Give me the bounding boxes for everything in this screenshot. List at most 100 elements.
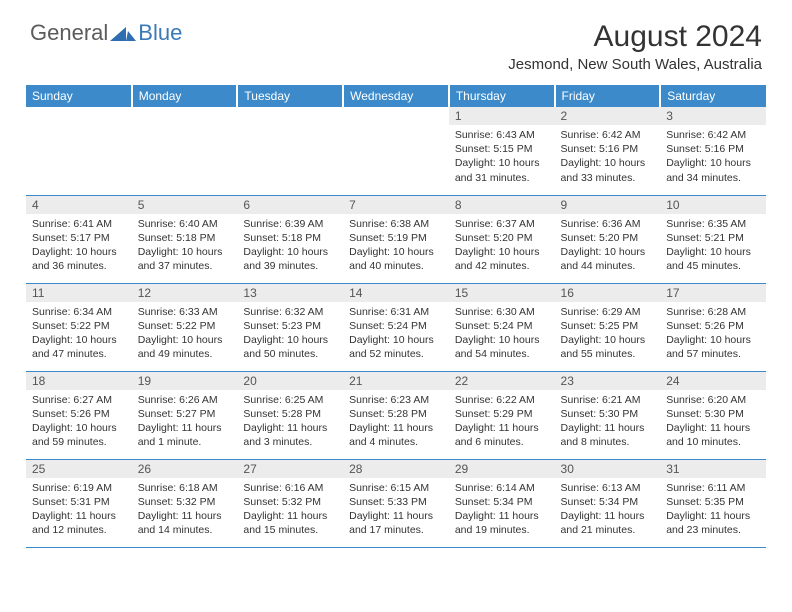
day-number: 4 <box>26 196 132 214</box>
sunset-line: Sunset: 5:26 PM <box>666 319 760 333</box>
sunset-line: Sunset: 5:15 PM <box>455 142 549 156</box>
calendar-cell: 19Sunrise: 6:26 AMSunset: 5:27 PMDayligh… <box>132 371 238 459</box>
sunset-line: Sunset: 5:26 PM <box>32 407 126 421</box>
sunrise-line: Sunrise: 6:35 AM <box>666 217 760 231</box>
location-text: Jesmond, New South Wales, Australia <box>508 56 762 73</box>
sunset-line: Sunset: 5:29 PM <box>455 407 549 421</box>
day-data: Sunrise: 6:37 AMSunset: 5:20 PMDaylight:… <box>449 214 555 278</box>
sunrise-line: Sunrise: 6:40 AM <box>138 217 232 231</box>
sunset-line: Sunset: 5:28 PM <box>349 407 443 421</box>
day-data: Sunrise: 6:42 AMSunset: 5:16 PMDaylight:… <box>660 125 766 189</box>
daylight-line: Daylight: 10 hours and 49 minutes. <box>138 333 232 361</box>
sunset-line: Sunset: 5:24 PM <box>455 319 549 333</box>
sunset-line: Sunset: 5:17 PM <box>32 231 126 245</box>
sunset-line: Sunset: 5:20 PM <box>561 231 655 245</box>
day-data: Sunrise: 6:28 AMSunset: 5:26 PMDaylight:… <box>660 302 766 366</box>
day-number: 26 <box>132 460 238 478</box>
daylight-line: Daylight: 10 hours and 57 minutes. <box>666 333 760 361</box>
day-number: 5 <box>132 196 238 214</box>
daylight-line: Daylight: 10 hours and 52 minutes. <box>349 333 443 361</box>
sunset-line: Sunset: 5:34 PM <box>455 495 549 509</box>
calendar-cell: 15Sunrise: 6:30 AMSunset: 5:24 PMDayligh… <box>449 283 555 371</box>
calendar-cell: 31Sunrise: 6:11 AMSunset: 5:35 PMDayligh… <box>660 459 766 547</box>
calendar-cell: 17Sunrise: 6:28 AMSunset: 5:26 PMDayligh… <box>660 283 766 371</box>
day-number: 16 <box>555 284 661 302</box>
calendar-cell: 30Sunrise: 6:13 AMSunset: 5:34 PMDayligh… <box>555 459 661 547</box>
daylight-line: Daylight: 11 hours and 15 minutes. <box>243 509 337 537</box>
sunset-line: Sunset: 5:32 PM <box>138 495 232 509</box>
sunrise-line: Sunrise: 6:14 AM <box>455 481 549 495</box>
day-data: Sunrise: 6:38 AMSunset: 5:19 PMDaylight:… <box>343 214 449 278</box>
calendar-cell: 25Sunrise: 6:19 AMSunset: 5:31 PMDayligh… <box>26 459 132 547</box>
daylight-line: Daylight: 11 hours and 8 minutes. <box>561 421 655 449</box>
calendar-cell: 3Sunrise: 6:42 AMSunset: 5:16 PMDaylight… <box>660 107 766 195</box>
daylight-line: Daylight: 11 hours and 10 minutes. <box>666 421 760 449</box>
calendar-week-row: 18 Sunrise: 6:27 AMSunset: 5:26 PM Dayligh… <box>26 371 766 459</box>
sunrise-line: Sunrise: 6:33 AM <box>138 305 232 319</box>
sunrise-line: Sunrise: 6:42 AM <box>561 128 655 142</box>
calendar-cell: 16Sunrise: 6:29 AMSunset: 5:25 PMDayligh… <box>555 283 661 371</box>
calendar-body: 1Sunrise: 6:43 AMSunset: 5:15 PMDaylight… <box>26 107 766 547</box>
calendar-cell <box>26 107 132 195</box>
sunset-line: Sunset: 5:30 PM <box>561 407 655 421</box>
day-number: 9 <box>555 196 661 214</box>
sunrise-line: Sunrise: 6:34 AM <box>32 305 126 319</box>
calendar-cell: 10Sunrise: 6:35 AMSunset: 5:21 PMDayligh… <box>660 195 766 283</box>
day-number: 13 <box>237 284 343 302</box>
sunrise-line: Sunrise: 6:11 AM <box>666 481 760 495</box>
daylight-line: Daylight: 11 hours and 1 minute. <box>138 421 232 449</box>
day-number: 14 <box>343 284 449 302</box>
day-data: Sunrise: 6:22 AMSunset: 5:29 PMDaylight:… <box>449 390 555 454</box>
sunset-line: Sunset: 5:19 PM <box>349 231 443 245</box>
sunset-line: Sunset: 5:31 PM <box>32 495 126 509</box>
day-header: Monday <box>132 85 238 107</box>
daylight-line: Daylight: 11 hours and 3 minutes. <box>243 421 337 449</box>
sunrise-line: Sunrise: 6:27 AM <box>32 393 126 407</box>
sunrise-line: Sunrise: 6:19 AM <box>32 481 126 495</box>
sunset-line: Sunset: 5:33 PM <box>349 495 443 509</box>
daylight-line: Daylight: 11 hours and 21 minutes. <box>561 509 655 537</box>
day-number: 3 <box>660 107 766 125</box>
day-header: Friday <box>555 85 661 107</box>
day-number: 20 <box>237 372 343 390</box>
calendar-cell: 21Sunrise: 6:23 AMSunset: 5:28 PMDayligh… <box>343 371 449 459</box>
day-data: Sunrise: 6:35 AMSunset: 5:21 PMDaylight:… <box>660 214 766 278</box>
day-number: 25 <box>26 460 132 478</box>
day-header: Tuesday <box>237 85 343 107</box>
sunrise-line: Sunrise: 6:38 AM <box>349 217 443 231</box>
day-number: 18 <box>26 372 132 390</box>
sunset-line: Sunset: 5:22 PM <box>32 319 126 333</box>
day-data: Sunrise: 6:25 AMSunset: 5:28 PMDaylight:… <box>237 390 343 454</box>
day-data: Sunrise: 6:42 AMSunset: 5:16 PMDaylight:… <box>555 125 661 189</box>
day-number: 7 <box>343 196 449 214</box>
sunrise-line: Sunrise: 6:15 AM <box>349 481 443 495</box>
calendar-cell: 9Sunrise: 6:36 AMSunset: 5:20 PMDaylight… <box>555 195 661 283</box>
day-number: 12 <box>132 284 238 302</box>
calendar-week-row: 1Sunrise: 6:43 AMSunset: 5:15 PMDaylight… <box>26 107 766 195</box>
month-title: August 2024 <box>508 20 762 54</box>
sunrise-line: Sunrise: 6:39 AM <box>243 217 337 231</box>
calendar-cell: 28Sunrise: 6:15 AMSunset: 5:33 PMDayligh… <box>343 459 449 547</box>
day-data: Sunrise: 6:16 AMSunset: 5:32 PMDaylight:… <box>237 478 343 542</box>
day-header-row: SundayMondayTuesdayWednesdayThursdayFrid… <box>26 85 766 107</box>
calendar-cell: 24Sunrise: 6:20 AMSunset: 5:30 PMDayligh… <box>660 371 766 459</box>
day-data: Sunrise: 6:19 AMSunset: 5:31 PMDaylight:… <box>26 478 132 542</box>
sunset-line: Sunset: 5:32 PM <box>243 495 337 509</box>
day-number: 10 <box>660 196 766 214</box>
daylight-line: Daylight: 11 hours and 12 minutes. <box>32 509 126 537</box>
day-number: 29 <box>449 460 555 478</box>
calendar-cell: 4Sunrise: 6:41 AMSunset: 5:17 PMDaylight… <box>26 195 132 283</box>
calendar-cell: 14Sunrise: 6:31 AMSunset: 5:24 PMDayligh… <box>343 283 449 371</box>
calendar-cell: 11Sunrise: 6:34 AMSunset: 5:22 PMDayligh… <box>26 283 132 371</box>
day-data: Sunrise: 6:43 AMSunset: 5:15 PMDaylight:… <box>449 125 555 189</box>
calendar-cell: 7Sunrise: 6:38 AMSunset: 5:19 PMDaylight… <box>343 195 449 283</box>
day-header: Saturday <box>660 85 766 107</box>
calendar-cell: 22Sunrise: 6:22 AMSunset: 5:29 PMDayligh… <box>449 371 555 459</box>
day-header: Sunday <box>26 85 132 107</box>
sunset-line: Sunset: 5:27 PM <box>138 407 232 421</box>
day-number: 11 <box>26 284 132 302</box>
day-number: 21 <box>343 372 449 390</box>
sunset-line: Sunset: 5:22 PM <box>138 319 232 333</box>
day-number: 22 <box>449 372 555 390</box>
daylight-line: Daylight: 10 hours and 33 minutes. <box>561 156 655 184</box>
